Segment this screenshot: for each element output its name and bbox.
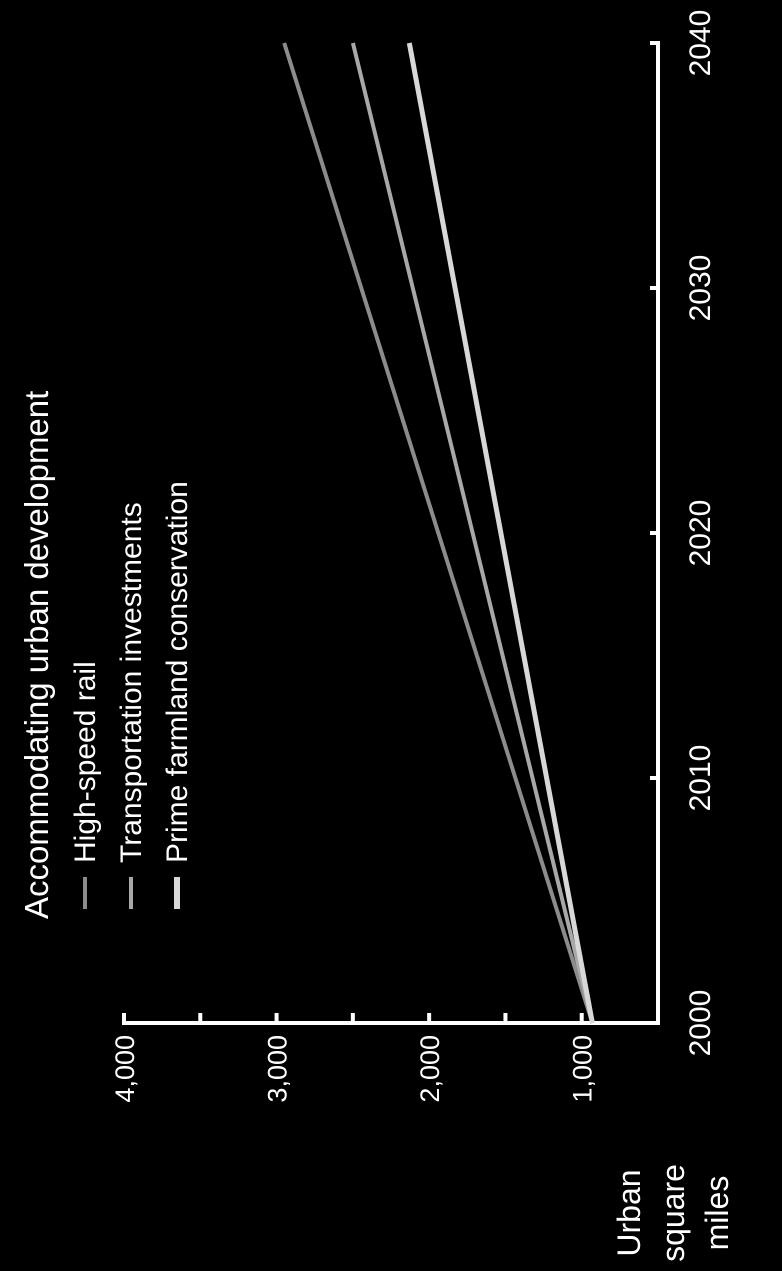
y-axis-label-line: miles xyxy=(699,1176,735,1251)
y-tick-label: 4,000 xyxy=(110,1035,140,1103)
series-line-3 xyxy=(406,42,595,1024)
y-axis-label-line: Urban xyxy=(611,1169,647,1256)
legend-label: Transportation investments xyxy=(115,502,148,863)
rotated-chart-group: 1,000 2,000 3,000 4,000 2000 2010 2020 2030 2040… xyxy=(18,10,735,1262)
y-axis-label-line: square xyxy=(655,1164,691,1262)
y-tick-label: 2,000 xyxy=(415,1035,445,1103)
x-tick-label: 2040 xyxy=(684,10,717,77)
legend-label: Prime farmland conservation xyxy=(161,481,194,863)
series-line-1 xyxy=(282,42,595,1024)
x-tick-label: 2010 xyxy=(684,745,717,812)
legend: Accommodating urban development High-spe… xyxy=(18,391,194,919)
chart-title: Accommodating urban development xyxy=(18,391,55,919)
series-line-2 xyxy=(350,42,595,1024)
axes: 1,000 2,000 3,000 4,000 2000 2010 2020 2030 2040 xyxy=(110,10,717,1103)
x-tick-label: 2020 xyxy=(684,500,717,567)
y-tick-label: 1,000 xyxy=(568,1035,598,1103)
x-tick-label: 2000 xyxy=(684,990,717,1057)
y-axis-label: Urban square miles xyxy=(611,1164,735,1262)
legend-label: High-speed rail xyxy=(69,661,102,863)
y-tick-label: 3,000 xyxy=(263,1035,293,1103)
series-lines xyxy=(282,42,595,1024)
x-tick-label: 2030 xyxy=(684,255,717,322)
